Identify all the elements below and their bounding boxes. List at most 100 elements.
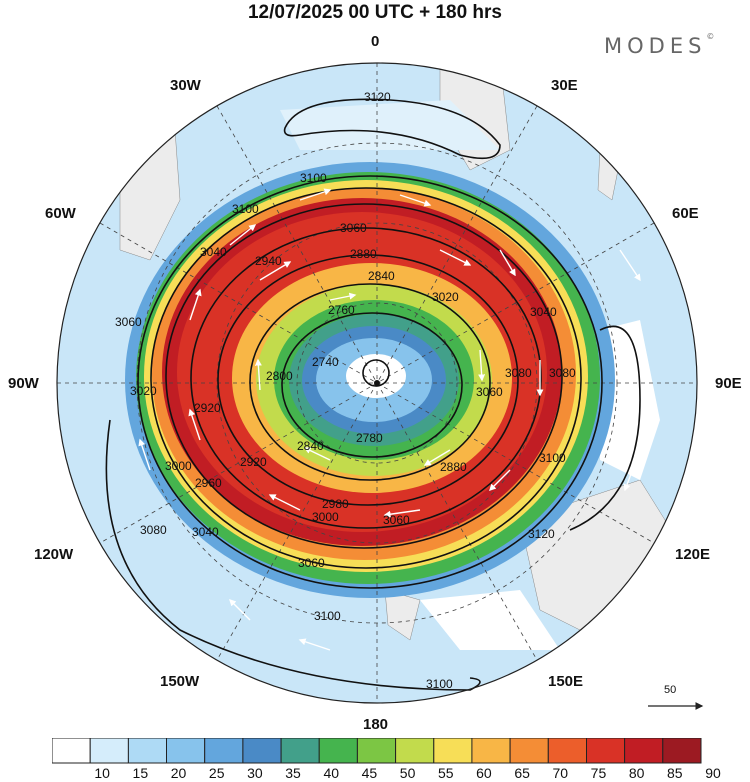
contour-label: 3120 xyxy=(528,527,555,541)
landmass-new-zealand xyxy=(384,589,421,641)
contour-label: 2840 xyxy=(368,269,395,283)
contour-label: 2920 xyxy=(240,455,267,469)
logo-copyright-mark: © xyxy=(706,32,715,41)
colorbar xyxy=(52,738,702,764)
contour-label: 2960 xyxy=(195,476,222,490)
contour-line xyxy=(569,325,641,531)
colorbar-swatch xyxy=(586,738,626,764)
colorbar-swatch xyxy=(356,738,397,764)
contour-line xyxy=(249,283,491,481)
colorbar-swatch xyxy=(52,738,91,764)
wind-vectors xyxy=(138,188,641,651)
lon-label-30w: 30W xyxy=(170,77,201,94)
colorbar-tick-label: 45 xyxy=(361,765,378,781)
contour-label: 3040 xyxy=(200,245,227,259)
contour-label-layer: 3120 3100 3100 3060 3040 2940 2880 2840 … xyxy=(115,90,576,691)
colorbar-swatch xyxy=(433,738,473,764)
lon-label-60e: 60E xyxy=(672,205,699,222)
colorbar-tick-label: 50 xyxy=(399,765,416,781)
contour-label: 2840 xyxy=(297,439,324,453)
wind-arrow xyxy=(138,438,151,471)
lon-label-150e: 150E xyxy=(548,673,584,690)
contour-label: 3100 xyxy=(232,202,259,216)
reference-vector-value: 50 xyxy=(664,684,677,696)
wind-arrow xyxy=(489,469,511,491)
contour-label: 3080 xyxy=(505,366,532,380)
calm-patch-east xyxy=(600,320,660,480)
modes-logo: MODES© xyxy=(604,32,715,58)
contour-label: 2740 xyxy=(312,355,339,369)
colorbar-swatch xyxy=(89,738,129,764)
colorbar-swatch xyxy=(127,738,168,764)
contour-label: 2880 xyxy=(440,460,467,474)
lon-label-0: 0 xyxy=(371,33,380,50)
wind-arrow xyxy=(478,349,486,382)
colorbar-tick-label: 30 xyxy=(247,765,263,781)
colorbar-tick-label: 40 xyxy=(323,765,340,781)
colorbar-swatch xyxy=(395,738,435,764)
colorbar-swatch xyxy=(471,738,511,764)
contour-label: 3080 xyxy=(140,523,167,537)
colorbar-tick-label: 35 xyxy=(285,765,301,781)
colorbar-tick-label: 15 xyxy=(132,765,149,781)
contour-label: 3020 xyxy=(432,290,459,304)
colorbar-tick-label: 90 xyxy=(705,765,721,781)
colorbar-tick-label: 65 xyxy=(514,765,530,781)
contour-line xyxy=(190,227,542,529)
colorbar-swatch xyxy=(509,738,549,764)
wind-arrow xyxy=(189,288,202,321)
colorbar-tick-label: 85 xyxy=(667,765,683,781)
colorbar-swatch xyxy=(166,738,206,764)
colorbar-tick-label: 75 xyxy=(590,765,607,781)
wind-arrow xyxy=(439,249,472,266)
contour-label: 3100 xyxy=(300,171,327,185)
contour-line xyxy=(362,359,390,387)
lon-label-30e: 30E xyxy=(551,77,578,94)
logo-text: MODES xyxy=(604,34,707,58)
meridian-60e-120w xyxy=(99,222,655,544)
wind-arrow xyxy=(229,224,257,246)
colorbar-tick-label: 10 xyxy=(94,765,110,781)
colorbar-swatch xyxy=(280,738,320,764)
meridian-30w-150e xyxy=(216,105,538,661)
lon-label-180: 180 xyxy=(363,716,389,733)
wind-arrow xyxy=(259,261,292,281)
lon-label-60w: 60W xyxy=(45,205,76,222)
colorbar-swatch xyxy=(318,738,358,764)
contour-label: 3060 xyxy=(115,315,142,329)
contour-label: 2780 xyxy=(356,431,383,445)
wind-arrow xyxy=(383,509,421,518)
contour-label: 3000 xyxy=(165,459,192,473)
contour-label: 3040 xyxy=(192,525,219,539)
contour-label: 2940 xyxy=(255,254,282,268)
wind-arrow xyxy=(298,638,331,651)
contour-label: 2760 xyxy=(328,303,355,317)
polar-calm-core xyxy=(346,354,406,398)
lon-label-90e: 90E xyxy=(715,375,742,392)
reference-vector: 50 xyxy=(646,684,706,714)
contour-label: 2800 xyxy=(266,369,293,383)
colorbar-tick-label: 20 xyxy=(170,765,187,781)
wind-arrow xyxy=(254,358,262,391)
colorbar-tick-label: 80 xyxy=(628,765,645,781)
reference-arrow xyxy=(648,702,704,710)
wind-arrow xyxy=(268,494,301,511)
colorbar-swatch xyxy=(547,738,587,764)
contour-label: 3100 xyxy=(539,451,566,465)
calm-patch-north xyxy=(280,100,500,150)
wind-arrow xyxy=(229,599,251,621)
contour-label: 3100 xyxy=(426,677,453,691)
contour-line xyxy=(165,203,563,549)
contour-label: 3040 xyxy=(530,305,557,319)
colorbar-tick-label: 25 xyxy=(208,765,225,781)
contour-line xyxy=(150,187,582,569)
contour-label: 2880 xyxy=(350,247,377,261)
contour-label: 2980 xyxy=(322,497,349,511)
colorbar-swatch xyxy=(662,738,702,764)
lon-label-120e: 120E xyxy=(675,546,711,563)
contour-label: 3060 xyxy=(383,513,410,527)
contour-line xyxy=(281,312,463,458)
contour-line xyxy=(283,98,501,160)
wind-arrow xyxy=(499,249,516,277)
wind-arrow xyxy=(399,194,432,207)
